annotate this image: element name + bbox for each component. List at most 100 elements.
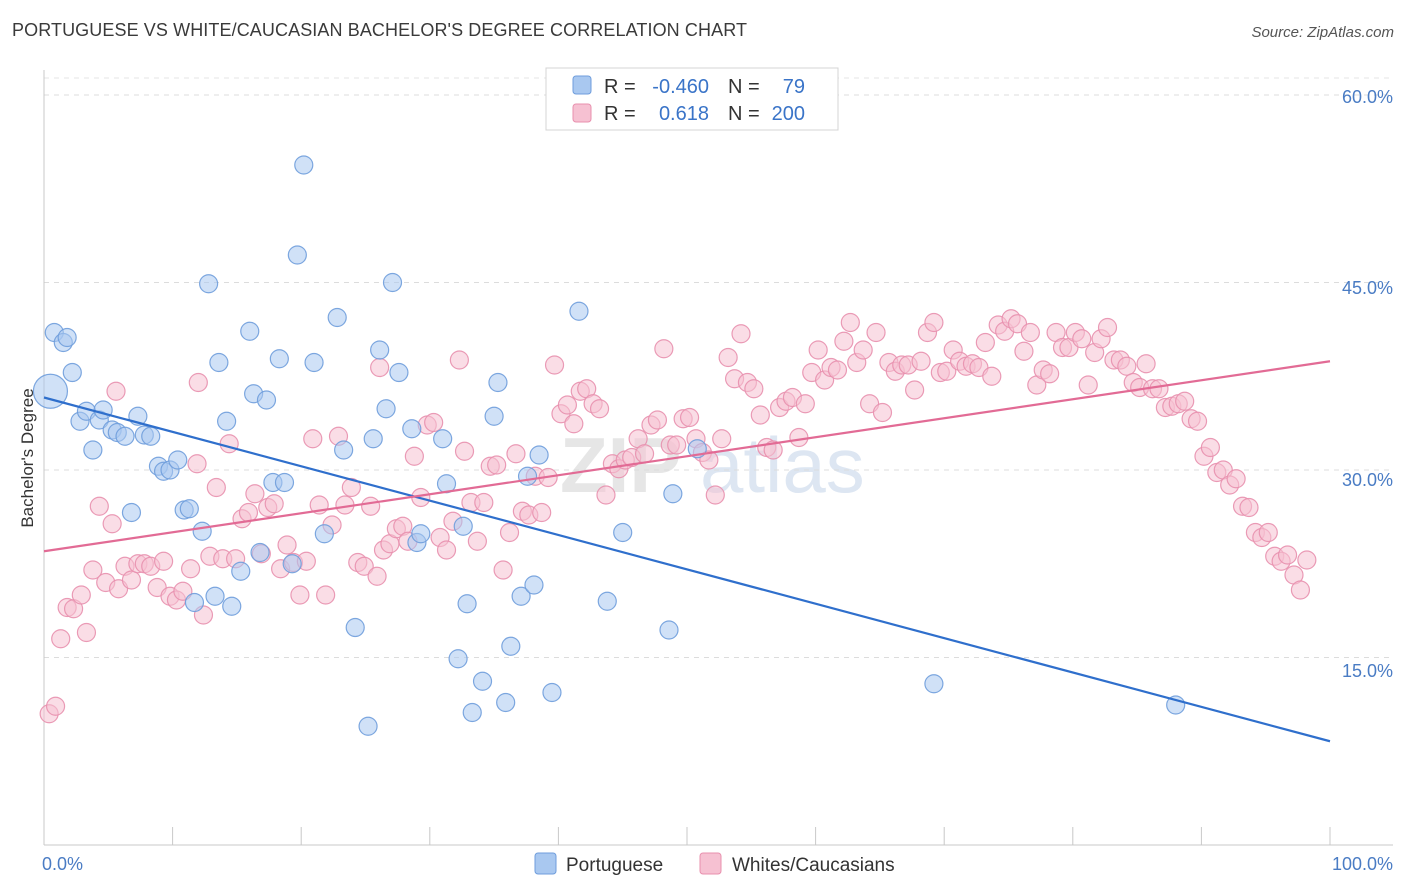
y-tick-label-15: 15.0% [1342, 661, 1393, 681]
point-whites-193 [1277, 545, 1298, 565]
point-portuguese-20 [168, 450, 188, 470]
y-tick-label-60: 60.0% [1342, 87, 1393, 107]
point-portuguese-29 [222, 596, 242, 616]
point-whites-8 [89, 496, 109, 516]
point-whites-171 [1136, 354, 1156, 374]
series-legend: Portuguese Whites/Caucasians [534, 852, 895, 876]
point-whites-138 [924, 312, 944, 333]
point-whites-153 [1020, 322, 1040, 343]
point-whites-146 [975, 332, 995, 353]
point-whites-198 [188, 372, 208, 393]
point-whites-105 [712, 429, 732, 449]
legend-label-portuguese: Portuguese [566, 855, 663, 876]
point-portuguese-59 [457, 594, 477, 614]
point-whites-10 [102, 514, 122, 534]
point-portuguese-27 [209, 352, 229, 373]
point-whites-135 [905, 380, 925, 400]
point-whites-2 [51, 629, 71, 649]
legend-n-value-a: 79 [783, 76, 805, 98]
legend-r-label-a: R = [604, 76, 636, 98]
point-whites-51 [367, 566, 387, 586]
point-whites-21 [173, 581, 193, 601]
point-portuguese-16 [141, 426, 161, 446]
point-portuguese-68 [524, 575, 544, 595]
point-portuguese-51 [389, 362, 409, 383]
point-whites-152 [1014, 341, 1034, 361]
point-portuguese-43 [327, 307, 347, 328]
point-whites-6 [76, 622, 97, 643]
point-portuguese-22 [179, 499, 199, 519]
point-portuguese-77 [924, 674, 944, 694]
trendlines [43, 360, 1331, 743]
point-whites-77 [532, 502, 552, 523]
correlation-legend: R = -0.460 N = 79 R = 0.618 N = 200 [545, 67, 839, 131]
point-whites-98 [667, 435, 687, 455]
point-whites-7 [83, 560, 103, 580]
y-tick-label-45: 45.0% [1342, 278, 1393, 298]
point-portuguese-55 [433, 429, 453, 449]
point-whites-87 [596, 485, 616, 505]
point-whites-41 [303, 429, 323, 449]
point-whites-72 [499, 522, 520, 543]
point-portuguese-42 [314, 524, 334, 544]
point-whites-199 [370, 357, 390, 378]
point-whites-103 [699, 450, 719, 470]
legend-n-label-b: N = [728, 103, 760, 125]
point-portuguese-74 [659, 620, 679, 640]
point-portuguese-64 [496, 692, 516, 713]
point-portuguese-48 [370, 340, 390, 360]
legend-swatch-portuguese [572, 75, 592, 95]
legend-r-value-b: 0.618 [659, 103, 709, 125]
point-whites-49 [354, 556, 374, 576]
point-whites-110 [744, 379, 764, 399]
point-portuguese-24 [192, 521, 212, 541]
legend-n-label-a: N = [728, 76, 760, 98]
point-portuguese-63 [488, 372, 508, 393]
point-portuguese-62 [484, 406, 504, 426]
point-whites-47 [341, 477, 361, 498]
point-whites-162 [1078, 375, 1098, 395]
legend-key-portuguese [534, 852, 557, 875]
point-whites-130 [872, 402, 893, 423]
point-whites-179 [1187, 411, 1208, 431]
point-whites-108 [731, 324, 751, 344]
point-portuguese-34 [256, 390, 277, 410]
point-whites-129 [866, 322, 886, 343]
point-portuguese-52 [402, 419, 422, 439]
point-whites-60 [424, 412, 444, 433]
point-whites-13 [121, 570, 142, 590]
point-portuguese-58 [453, 516, 473, 536]
point-whites-120 [808, 340, 828, 360]
point-whites-181 [1200, 437, 1221, 458]
point-whites-187 [1239, 497, 1259, 518]
point-whites-125 [840, 312, 860, 333]
point-portuguese-47 [363, 429, 383, 449]
point-whites-117 [789, 427, 809, 448]
point-portuguese-37 [274, 472, 295, 493]
point-whites-32 [245, 484, 265, 504]
legend-r-value-a: -0.460 [652, 76, 709, 98]
point-portuguese-73 [613, 522, 633, 543]
point-whites-73 [506, 444, 526, 464]
point-whites-196 [1297, 550, 1317, 570]
point-portuguese-3 [57, 327, 77, 348]
series-portuguese [32, 155, 1186, 736]
point-whites-62 [436, 540, 457, 560]
point-whites-165 [1097, 317, 1118, 338]
point-whites-28 [219, 434, 239, 454]
point-whites-156 [1040, 364, 1060, 384]
point-whites-197 [106, 381, 126, 401]
series-whites-caucasians [39, 309, 1317, 724]
point-portuguese-69 [529, 445, 549, 465]
point-whites-195 [1290, 580, 1311, 600]
point-portuguese-28 [217, 411, 237, 431]
point-portuguese-12 [115, 426, 135, 446]
point-whites-177 [1175, 391, 1195, 411]
point-whites-118 [795, 394, 815, 414]
point-portuguese-13 [121, 502, 142, 523]
point-whites-1 [45, 696, 66, 716]
chart-title: PORTUGUESE VS WHITE/CAUCASIAN BACHELOR'S… [12, 20, 748, 40]
point-portuguese-40 [294, 155, 314, 175]
point-portuguese-60 [462, 702, 482, 723]
